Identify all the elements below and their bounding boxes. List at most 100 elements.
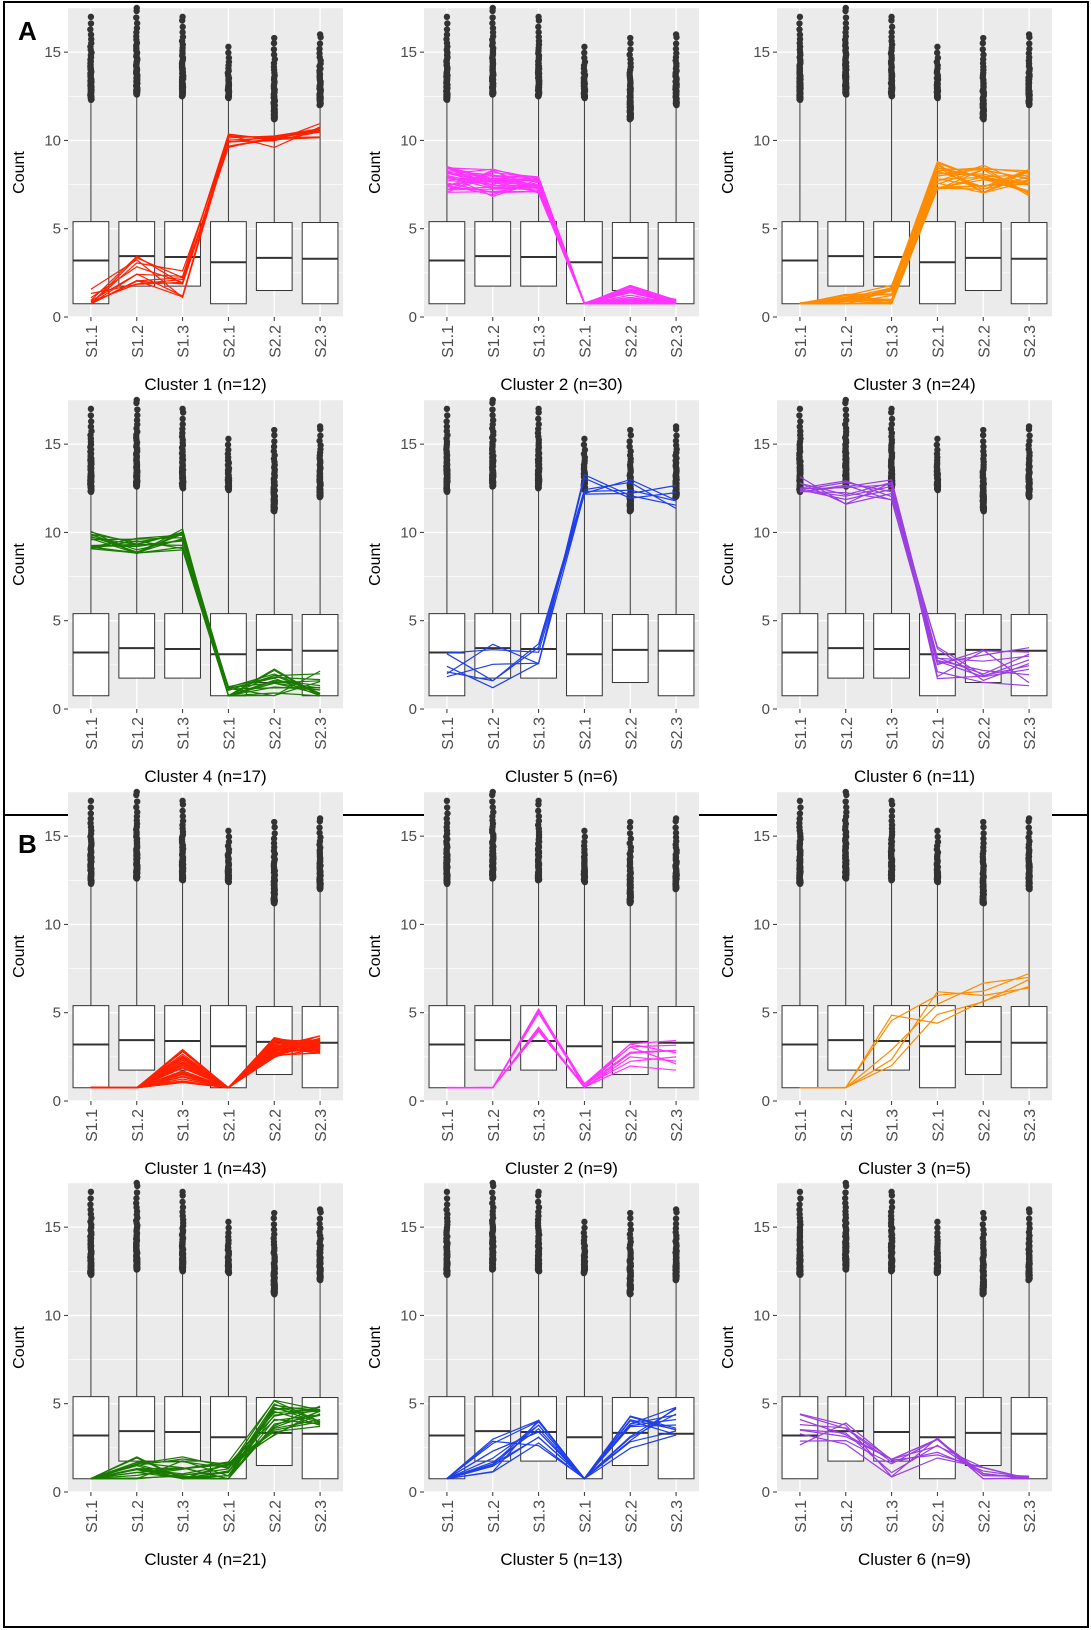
cluster-member-line xyxy=(799,183,1030,305)
y-tick-label: 5 xyxy=(409,221,417,238)
outlier-point xyxy=(796,1201,803,1208)
outlier-point xyxy=(443,1188,451,1196)
box xyxy=(611,614,649,684)
outlier-point xyxy=(627,818,634,826)
outlier-point xyxy=(672,40,680,47)
outlier-point xyxy=(626,438,633,445)
x-tick-label: S1.3 xyxy=(532,325,549,358)
outlier-point xyxy=(796,810,804,817)
outlier-point xyxy=(672,45,680,53)
outlier-point xyxy=(933,441,941,448)
outlier-point xyxy=(87,405,95,413)
outlier-point xyxy=(270,51,278,58)
outlier-point xyxy=(179,405,186,413)
x-tick-label: S2.1 xyxy=(221,1109,238,1142)
box xyxy=(520,221,557,287)
outlier-point xyxy=(980,1209,987,1217)
outlier-point xyxy=(87,31,95,38)
outlier-point xyxy=(270,46,278,53)
x-tick-label: S2.2 xyxy=(976,1109,993,1142)
plot-background xyxy=(68,400,343,709)
x-tick-label: S1.2 xyxy=(130,717,147,750)
box xyxy=(1010,614,1048,697)
outlier-point xyxy=(443,418,450,425)
x-tick-label: S1.1 xyxy=(84,325,101,358)
outlier-point xyxy=(224,441,232,448)
x-tick-label: S2.1 xyxy=(221,1500,238,1533)
x-tick-label: S2.1 xyxy=(930,717,947,750)
outlier-point xyxy=(1025,1206,1033,1213)
cluster-member-line xyxy=(799,160,1030,305)
x-tick-label: S2.3 xyxy=(1022,1500,1039,1533)
box xyxy=(964,222,1002,292)
y-tick-label: 10 xyxy=(753,524,770,541)
outlier-point xyxy=(535,1188,542,1196)
y-tick-label: 5 xyxy=(409,1396,417,1413)
y-axis-label: Count xyxy=(367,1326,384,1369)
x-tick-label: S1.1 xyxy=(440,1500,457,1533)
box xyxy=(118,221,156,287)
outlier-point xyxy=(225,446,232,454)
outlier-point xyxy=(934,1224,941,1231)
x-tick-label: S2.2 xyxy=(976,325,993,358)
outlier-point xyxy=(842,396,849,404)
x-tick-label: S1.3 xyxy=(885,717,902,750)
plot-background xyxy=(777,8,1052,317)
outlier-point xyxy=(444,810,451,817)
x-tick-label: S1.3 xyxy=(176,325,193,358)
outlier-point xyxy=(316,45,323,53)
outlier-point xyxy=(87,13,95,21)
cluster-title: Cluster 5 (n=6) xyxy=(505,767,618,786)
outlier-point xyxy=(87,810,95,817)
box xyxy=(1010,1397,1048,1480)
outlier-point xyxy=(443,1195,451,1202)
outlier-point xyxy=(179,1198,186,1206)
box xyxy=(781,1005,819,1089)
y-tick-label: 15 xyxy=(753,828,770,845)
cluster-title: Cluster 6 (n=11) xyxy=(854,767,975,786)
cluster-title: Cluster 3 (n=24) xyxy=(853,375,975,394)
x-tick-label: S2.1 xyxy=(930,1500,947,1533)
outlier-point xyxy=(133,416,141,424)
box xyxy=(164,613,201,679)
box xyxy=(827,221,865,287)
outlier-point xyxy=(934,435,941,443)
outlier-point xyxy=(672,31,680,38)
boxplot-S1.3 xyxy=(164,405,201,679)
y-tick-label: 15 xyxy=(400,436,417,453)
outlier-point xyxy=(489,4,496,12)
y-axis-label: Count xyxy=(720,543,737,586)
x-tick-label: S1.2 xyxy=(130,325,147,358)
box xyxy=(964,1006,1002,1076)
x-tick-label: S1.2 xyxy=(130,1500,147,1533)
outlier-point xyxy=(841,1195,849,1202)
outlier-point xyxy=(797,804,804,811)
outlier-point xyxy=(488,1189,496,1196)
y-axis-label: Count xyxy=(367,935,384,978)
outlier-point xyxy=(179,425,186,433)
outlier-point xyxy=(888,405,895,413)
box xyxy=(428,221,466,305)
outlier-point xyxy=(796,26,803,33)
outlier-point xyxy=(443,26,451,33)
box xyxy=(301,222,339,305)
outlier-point xyxy=(444,20,451,27)
y-tick-label: 0 xyxy=(762,701,770,718)
y-tick-label: 5 xyxy=(409,613,417,630)
y-tick-label: 10 xyxy=(400,524,417,541)
y-tick-label: 10 xyxy=(753,1307,770,1324)
outlier-point xyxy=(535,807,542,815)
y-axis-label: Count xyxy=(11,151,28,194)
outlier-point xyxy=(535,813,543,820)
x-tick-label: S1.2 xyxy=(839,1500,856,1533)
outlier-point xyxy=(796,35,804,43)
outlier-point xyxy=(626,830,634,837)
outlier-point xyxy=(888,1204,896,1211)
y-axis-label: Count xyxy=(720,151,737,194)
outlier-point xyxy=(535,1204,543,1211)
outlier-point xyxy=(934,833,941,840)
outlier-point xyxy=(888,421,895,428)
cluster-title: Cluster 6 (n=9) xyxy=(858,1550,971,1569)
y-tick-label: 15 xyxy=(400,828,417,845)
boxplot-S1.1 xyxy=(72,405,110,697)
